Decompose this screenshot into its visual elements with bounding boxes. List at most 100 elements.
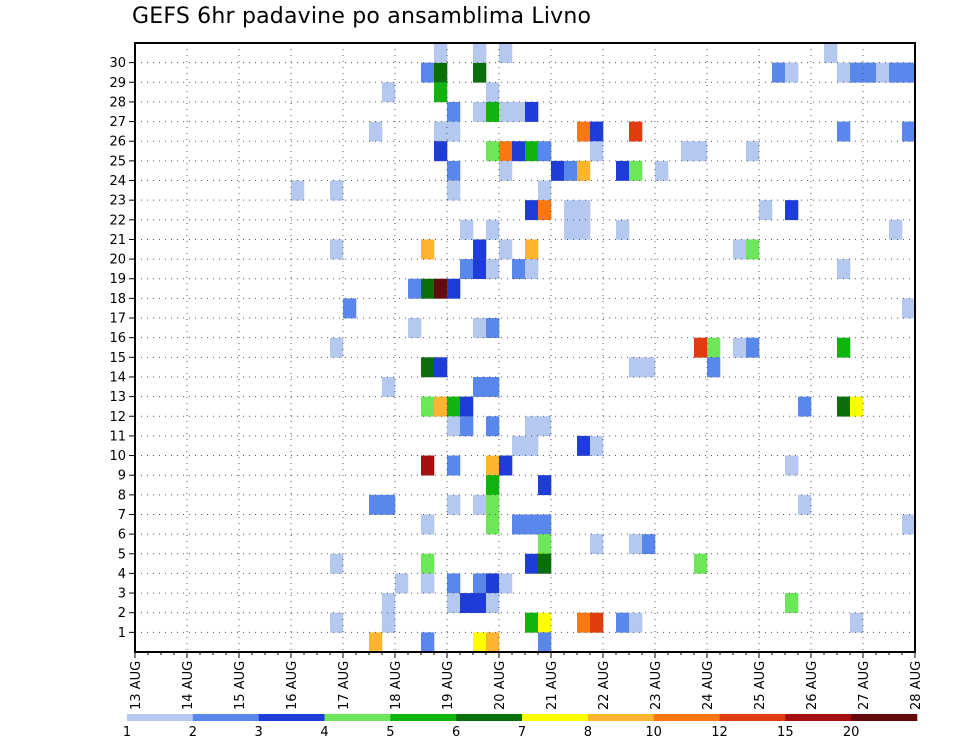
heatmap-cell xyxy=(434,82,448,103)
heatmap-cell xyxy=(473,632,487,653)
x-tick-label: 16 AUG xyxy=(285,661,300,710)
heatmap-cell xyxy=(824,43,838,63)
heatmap-cell xyxy=(629,612,643,633)
heatmap-cell xyxy=(590,534,604,555)
heatmap-cell xyxy=(590,612,604,633)
heatmap-cell xyxy=(486,219,500,240)
x-tick-label: 18 AUG xyxy=(389,661,404,710)
heatmap-cell xyxy=(902,514,916,535)
heatmap-cell xyxy=(460,259,474,280)
chart-title: GEFS 6hr padavine po ansamblima Livno xyxy=(132,4,592,29)
x-tick-label: 22 AUG xyxy=(597,661,612,710)
heatmap-cell xyxy=(473,62,487,83)
heatmap-cell xyxy=(486,141,500,162)
heatmap-cell xyxy=(538,180,552,201)
heatmap-cell xyxy=(746,337,760,358)
heatmap-cell xyxy=(629,160,643,181)
heatmap-cell xyxy=(486,593,500,614)
heatmap-cell xyxy=(473,376,487,397)
heatmap-cell xyxy=(447,101,461,122)
heatmap-cell xyxy=(785,593,799,614)
heatmap-cell xyxy=(785,455,799,476)
heatmap-cell xyxy=(525,239,539,260)
heatmap-cell xyxy=(434,62,448,83)
heatmap-cell xyxy=(837,62,851,83)
heatmap-cell xyxy=(330,337,344,358)
heatmap-cell xyxy=(616,160,630,181)
heatmap-cell xyxy=(538,534,552,555)
heatmap-cell xyxy=(343,298,357,319)
heatmap-cell xyxy=(590,121,604,142)
y-tick-label: 23 xyxy=(109,194,126,209)
y-tick-label: 22 xyxy=(109,213,126,228)
colorbar-label: 20 xyxy=(843,725,860,740)
heatmap-cell xyxy=(850,62,864,83)
heatmap-cell xyxy=(382,612,396,633)
heatmap-cell xyxy=(486,573,500,594)
heatmap-cell xyxy=(330,612,344,633)
y-tick-label: 12 xyxy=(109,410,126,425)
heatmap-cell xyxy=(421,573,435,594)
colorbar-label: 8 xyxy=(584,725,592,740)
heatmap-cell xyxy=(642,357,656,378)
x-tick-label: 26 AUG xyxy=(805,661,820,710)
heatmap-cell xyxy=(499,141,513,162)
heatmap-cell xyxy=(707,337,721,358)
heatmap-cell xyxy=(447,121,461,142)
y-tick-label: 11 xyxy=(109,429,126,444)
heatmap-cell xyxy=(434,121,448,142)
x-tick-label: 27 AUG xyxy=(857,661,872,710)
heatmap-cell xyxy=(837,121,851,142)
heatmap-cell xyxy=(512,141,526,162)
heatmap-cell xyxy=(421,357,435,378)
y-axis: 1234567891011121314151617181920212223242… xyxy=(109,56,135,641)
heatmap-cell xyxy=(733,337,747,358)
heatmap-cell xyxy=(590,141,604,162)
heatmap-cell xyxy=(837,337,851,358)
heatmap-cell xyxy=(486,318,500,338)
heatmap-cell xyxy=(538,475,552,496)
heatmap-cell xyxy=(512,101,526,122)
colorbar-label: 12 xyxy=(711,725,728,740)
heatmap-cell xyxy=(434,43,448,63)
y-tick-label: 2 xyxy=(118,606,126,621)
heatmap-cell xyxy=(512,259,526,280)
heatmap-cell xyxy=(395,573,409,594)
y-tick-label: 3 xyxy=(118,587,126,602)
heatmap-cell xyxy=(681,141,695,162)
x-tick-label: 14 AUG xyxy=(181,661,196,710)
y-tick-label: 7 xyxy=(118,508,126,523)
colorbar-label: 7 xyxy=(518,725,526,740)
heatmap-cell xyxy=(434,141,448,162)
x-tick-label: 17 AUG xyxy=(337,661,352,710)
heatmap-cell xyxy=(486,455,500,476)
heatmap-cell xyxy=(447,494,461,515)
heatmap-cells xyxy=(291,43,916,653)
colorbar-swatch xyxy=(192,714,259,721)
heatmap-cell xyxy=(876,62,890,83)
heatmap-cell xyxy=(889,219,903,240)
y-tick-label: 6 xyxy=(118,528,126,543)
heatmap-cell xyxy=(629,121,643,142)
heatmap-cell xyxy=(434,396,448,417)
heatmap-cell xyxy=(369,121,383,142)
heatmap-cell xyxy=(642,534,656,555)
heatmap-cell xyxy=(564,160,578,181)
heatmap-cell xyxy=(408,318,422,338)
heatmap-cell xyxy=(733,239,747,260)
heatmap-cell xyxy=(421,514,435,535)
y-tick-label: 20 xyxy=(109,253,126,268)
heatmap-cell xyxy=(330,180,344,201)
heatmap-cell xyxy=(486,259,500,280)
colorbar-label: 2 xyxy=(189,725,197,740)
y-tick-label: 21 xyxy=(109,233,126,248)
colorbar-swatch xyxy=(653,714,720,721)
heatmap-cell xyxy=(902,121,916,142)
heatmap-cell xyxy=(421,553,435,574)
colorbar-label: 4 xyxy=(320,725,328,740)
heatmap-cell xyxy=(902,62,916,83)
heatmap-cell xyxy=(772,62,786,83)
heatmap-cell xyxy=(837,396,851,417)
heatmap-cell xyxy=(473,318,487,338)
heatmap-cell xyxy=(889,62,903,83)
